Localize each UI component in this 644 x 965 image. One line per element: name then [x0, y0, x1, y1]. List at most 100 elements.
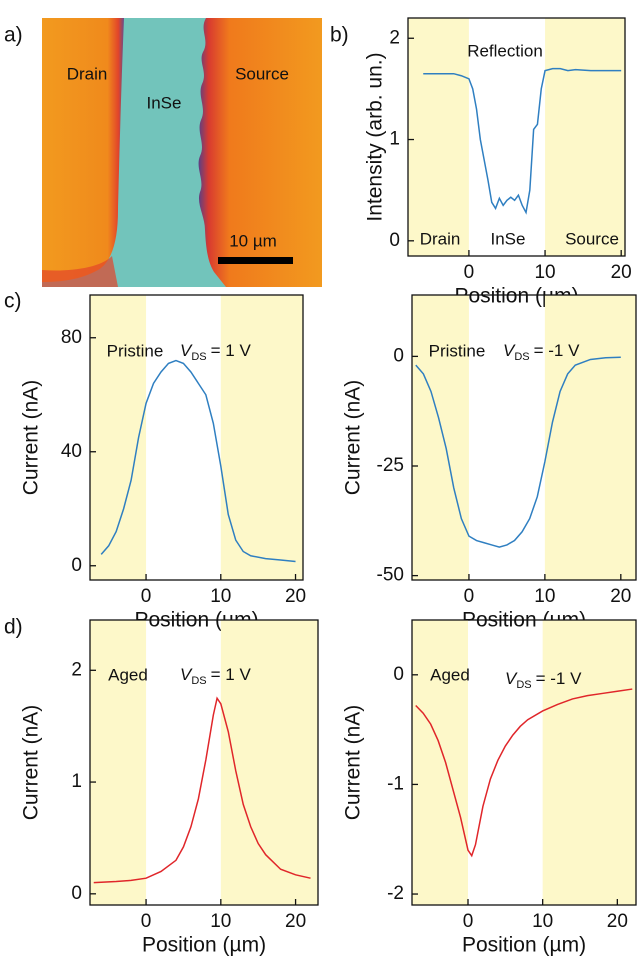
annotation: VDS = -1 V: [503, 341, 580, 362]
x-tick-label: 10: [534, 586, 555, 607]
annotation: InSe: [491, 229, 526, 248]
source-electrode: [198, 18, 322, 287]
x-tick-label: 0: [464, 262, 475, 283]
y-axis-label: Current (nA): [20, 380, 43, 496]
shaded-region: [542, 620, 636, 905]
annotation: VDS = -1 V: [505, 669, 582, 690]
panel-label: a): [4, 24, 23, 47]
annotation: VDS = 1 V: [180, 341, 251, 362]
annotation: Drain: [420, 229, 461, 248]
annotation-symbol: V: [505, 669, 518, 688]
inse-label: InSe: [147, 93, 182, 112]
y-axis-label: Current (nA): [342, 705, 365, 821]
shaded-region: [220, 295, 303, 580]
x-tick-label: 20: [285, 911, 306, 932]
axes-frame: [407, 17, 626, 257]
annotation-text: = -1 V: [534, 341, 580, 360]
y-axis-label: Current (nA): [20, 705, 43, 821]
y-tick-label: 0: [389, 230, 400, 251]
y-tick-label: 2: [389, 27, 400, 48]
annotation: VDS = 1 V: [180, 665, 251, 686]
scale-bar-label: 10 µm: [229, 231, 277, 250]
y-tick-label: 1: [71, 771, 82, 792]
x-tick-label: 0: [141, 586, 152, 607]
axes-frame: [89, 619, 319, 906]
drain-electrode: [42, 18, 124, 282]
x-axis-label: Position (µm): [462, 934, 586, 957]
data-line: [415, 356, 621, 548]
annotation-symbol: V: [180, 341, 193, 360]
y-tick-label: -1: [387, 773, 404, 794]
shaded-region: [220, 620, 318, 905]
annotation-subscript: DS: [191, 351, 206, 363]
x-tick-label: 20: [285, 586, 306, 607]
annotation: Source: [565, 229, 619, 248]
y-tick-label: 0: [71, 883, 82, 904]
data-line: [93, 696, 311, 884]
x-tick-label: 20: [611, 262, 632, 283]
x-tick-label: 10: [210, 586, 231, 607]
data-line: [423, 67, 622, 215]
x-tick-label: 0: [141, 911, 152, 932]
shaded-region: [412, 620, 468, 905]
annotation-subscript: DS: [514, 351, 529, 363]
y-tick-label: 40: [61, 441, 82, 462]
data-line: [415, 688, 633, 858]
shaded-region: [544, 295, 636, 580]
y-tick-label: 0: [393, 345, 404, 366]
annotation-text: = -1 V: [536, 669, 582, 688]
drain-edge: [42, 256, 118, 287]
y-tick-label: 2: [71, 659, 82, 680]
y-axis-label: Intensity (arb. un.): [364, 52, 387, 221]
shaded-region: [90, 295, 147, 580]
x-axis-label: Position (µm): [142, 934, 266, 957]
annotation: Aged: [430, 665, 470, 684]
panel-label: c): [4, 290, 22, 313]
scale-bar: [218, 257, 293, 264]
drain-label: Drain: [67, 64, 108, 83]
shaded-region: [412, 295, 469, 580]
annotation: Reflection: [467, 41, 543, 60]
micrograph: Drain InSe Source 10 µm: [42, 18, 322, 287]
x-tick-label: 10: [210, 911, 231, 932]
x-tick-label: 10: [534, 262, 555, 283]
y-tick-label: 1: [389, 129, 400, 150]
annotation-text: = 1 V: [211, 341, 252, 360]
panel-label: b): [330, 24, 349, 47]
panel-label: d): [4, 616, 23, 639]
y-tick-label: -50: [377, 565, 404, 586]
axes-frame: [89, 294, 304, 581]
chart: 0 10 20 0 1 2 Position (µm) Current (nA) Aged VDS…: [20, 619, 319, 957]
annotation-symbol: V: [503, 341, 516, 360]
annotation-text: = 1 V: [211, 665, 252, 684]
x-tick-label: 20: [607, 911, 628, 932]
shaded-region: [545, 18, 625, 256]
y-tick-label: 80: [61, 327, 82, 348]
shaded-region: [90, 620, 147, 905]
x-tick-label: 20: [610, 586, 631, 607]
axes-frame: [411, 619, 637, 906]
shaded-region: [408, 18, 469, 256]
x-tick-label: 10: [532, 911, 553, 932]
annotation-symbol: V: [180, 665, 193, 684]
annotation-subscript: DS: [191, 675, 206, 687]
y-axis-label: Current (nA): [342, 380, 365, 496]
annotation: Pristine: [107, 341, 164, 360]
y-tick-label: 0: [71, 555, 82, 576]
annotation: Aged: [108, 665, 148, 684]
x-tick-label: 0: [463, 911, 474, 932]
source-label: Source: [235, 64, 289, 83]
axes-frame: [411, 294, 637, 581]
y-tick-label: -2: [387, 883, 404, 904]
annotation-subscript: DS: [516, 679, 531, 691]
x-tick-label: 0: [464, 586, 475, 607]
y-tick-label: -25: [377, 455, 404, 476]
data-line: [100, 359, 296, 563]
y-tick-label: 0: [393, 664, 404, 685]
annotation: Pristine: [429, 341, 486, 360]
